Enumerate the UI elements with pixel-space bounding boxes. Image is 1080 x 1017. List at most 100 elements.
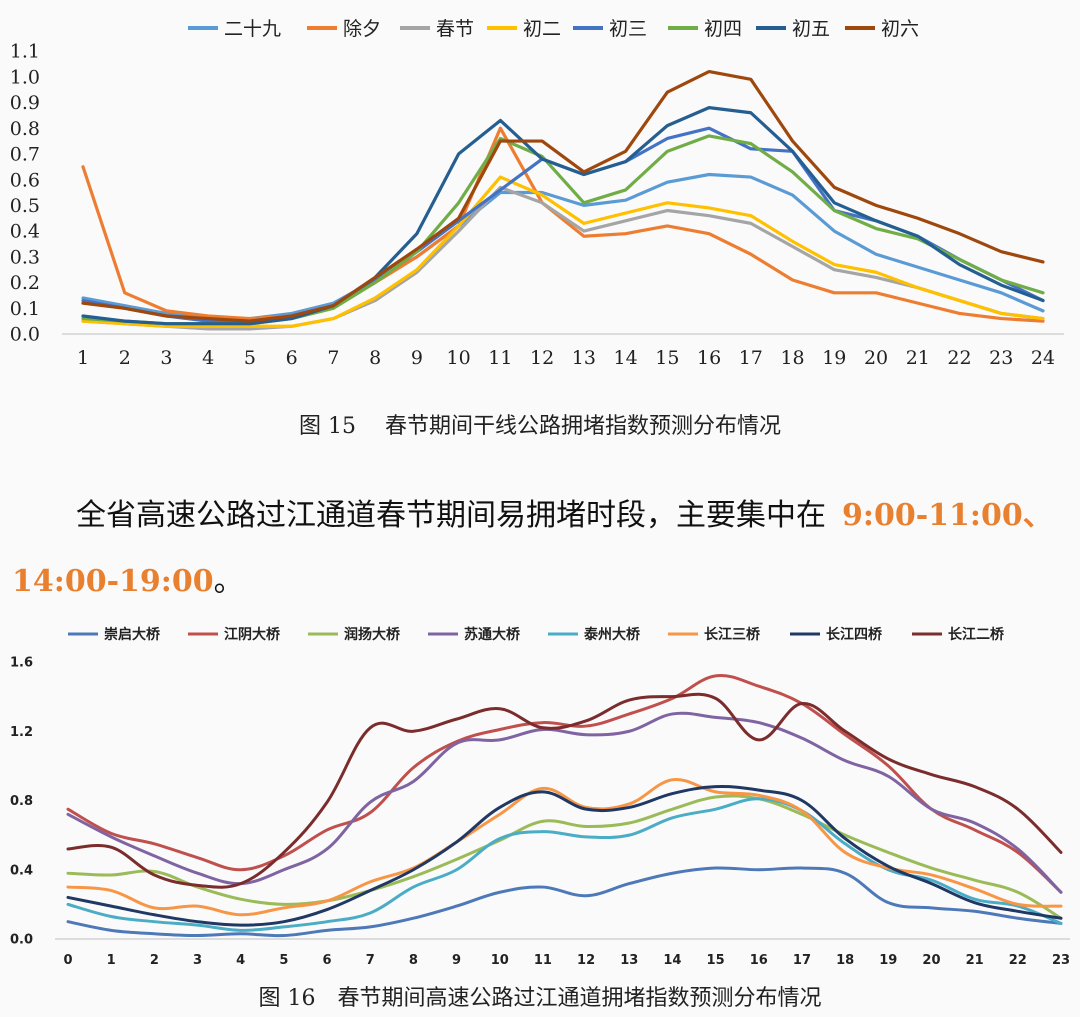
series-line — [66, 794, 1063, 920]
y-tick-label: 0.8 — [10, 794, 33, 809]
x-tick-label: 8 — [409, 953, 418, 968]
series-line — [81, 175, 1045, 328]
x-tick-label: 16 — [750, 953, 768, 968]
x-tick-label: 18 — [836, 953, 854, 968]
y-tick-label: 0.4 — [10, 863, 33, 878]
figure-16-caption: 图 16 春节期间高速公路过江通道拥堵指数预测分布情况 — [258, 986, 822, 1011]
legend-label: 苏通大桥 — [464, 626, 521, 643]
x-tick-label: 19 — [879, 953, 897, 968]
x-tick-label: 20 — [922, 953, 940, 968]
series-line — [66, 692, 1063, 889]
chart-trunk-highway-congestion: 0.00.10.20.30.40.50.60.70.80.91.01.11 2 3 4… — [10, 18, 1064, 369]
x-tick-label: 16 — [697, 347, 721, 369]
x-tick-label: 10 — [491, 953, 509, 968]
y-tick-label: 1.6 — [10, 656, 33, 671]
legend-label: 长江三桥 — [704, 626, 761, 643]
x-tick-label: 3 — [193, 953, 202, 968]
x-tick-label: 17 — [793, 953, 811, 968]
x-tick-label: 22 — [1009, 953, 1027, 968]
x-tick-label: 13 — [572, 347, 596, 369]
legend-label: 初二 — [523, 18, 561, 40]
summary-text: 全省高速公路过江通道春节期间易拥堵时段，主要集中在 — [76, 498, 826, 533]
legend-label: 长江四桥 — [826, 626, 883, 643]
y-tick-label: 0.9 — [10, 92, 40, 114]
x-tick-label: 14 — [614, 347, 638, 369]
x-tick-label: 15 — [707, 953, 725, 968]
x-tick-label: 5 — [244, 347, 256, 369]
x-tick-label: 2 — [150, 953, 159, 968]
legend-label: 崇启大桥 — [104, 626, 161, 643]
legend-label: 江阴大桥 — [224, 626, 281, 643]
y-tick-label: 0.8 — [10, 118, 40, 140]
x-tick-label: 21 — [966, 953, 984, 968]
legend-label: 初三 — [609, 18, 647, 40]
peak-period-morning: 9:00-11:00、 — [842, 498, 1053, 533]
y-tick-label: 0.7 — [10, 144, 40, 166]
x-tick-label: 9 — [411, 347, 423, 369]
y-tick-label: 1.0 — [10, 66, 40, 88]
figure-15-caption: 图 15 春节期间干线公路拥堵指数预测分布情况 — [299, 414, 781, 439]
y-tick-label: 0.3 — [10, 246, 40, 268]
series-line — [66, 797, 1063, 932]
peak-period-afternoon: 14:00-19:00 — [12, 564, 214, 599]
y-tick-label: 0.1 — [10, 298, 40, 320]
x-tick-label: 8 — [369, 347, 381, 369]
x-tick-label: 1 — [77, 347, 89, 369]
x-tick-label: 6 — [323, 953, 332, 968]
x-tick-label: 3 — [160, 347, 172, 369]
y-tick-label: 0.2 — [10, 272, 40, 294]
x-tick-label: 19 — [822, 347, 846, 369]
x-tick-label: 6 — [286, 347, 298, 369]
series-line — [81, 106, 1045, 326]
summary-end-punct: 。 — [213, 564, 244, 599]
x-tick-label: 7 — [327, 347, 339, 369]
x-tick-label: 21 — [906, 347, 930, 369]
series-line — [81, 126, 1045, 323]
legend-label: 润扬大桥 — [344, 626, 401, 643]
x-tick-label: 22 — [947, 347, 971, 369]
series-line — [81, 69, 1045, 323]
x-tick-label: 20 — [864, 347, 888, 369]
legend-label: 除夕 — [343, 18, 381, 40]
x-tick-label: 13 — [620, 953, 638, 968]
x-tick-label: 10 — [447, 347, 471, 369]
x-tick-label: 17 — [739, 347, 763, 369]
legend-label: 春节 — [436, 18, 474, 40]
legend-label: 初六 — [881, 18, 919, 40]
x-tick-label: 1 — [107, 953, 116, 968]
legend-label: 二十九 — [224, 18, 281, 40]
x-tick-label: 23 — [989, 347, 1013, 369]
x-tick-label: 4 — [236, 953, 245, 968]
series-line — [66, 785, 1063, 927]
x-tick-label: 24 — [1031, 347, 1055, 369]
x-tick-label: 23 — [1052, 953, 1070, 968]
y-tick-label: 1.1 — [10, 41, 40, 63]
chart-river-crossing-congestion: 0.00.40.81.21.60 1 2 3 4 5 6 7 8 9 10 11 12 13 14 15 16 1… — [10, 626, 1070, 968]
x-tick-label: 15 — [655, 347, 679, 369]
x-tick-label: 11 — [488, 347, 512, 369]
y-tick-label: 0.6 — [10, 169, 40, 191]
series-line — [66, 866, 1063, 938]
x-tick-label: 0 — [63, 953, 72, 968]
x-tick-label: 18 — [780, 347, 804, 369]
x-tick-label: 12 — [577, 953, 595, 968]
y-tick-label: 0.5 — [10, 195, 40, 217]
x-tick-label: 9 — [452, 953, 461, 968]
x-tick-label: 2 — [119, 347, 131, 369]
legend-label: 初五 — [792, 18, 830, 40]
y-tick-label: 0.0 — [10, 933, 33, 948]
y-tick-label: 0.0 — [10, 324, 40, 346]
y-tick-label: 0.4 — [10, 221, 40, 243]
x-tick-label: 14 — [663, 953, 681, 968]
x-tick-label: 11 — [534, 953, 552, 968]
x-tick-label: 5 — [279, 953, 288, 968]
x-tick-label: 7 — [366, 953, 375, 968]
legend-label: 长江二桥 — [948, 626, 1005, 643]
summary-paragraph-line2: 14:00-19:00。 — [12, 556, 244, 600]
series-line — [66, 673, 1063, 894]
x-tick-label: 12 — [530, 347, 554, 369]
legend-label: 泰州大桥 — [583, 626, 641, 643]
summary-paragraph-line1: 全省高速公路过江通道春节期间易拥堵时段，主要集中在 9:00-11:00、 — [76, 490, 1053, 534]
legend-label: 初四 — [704, 18, 742, 40]
x-tick-label: 4 — [202, 347, 214, 369]
